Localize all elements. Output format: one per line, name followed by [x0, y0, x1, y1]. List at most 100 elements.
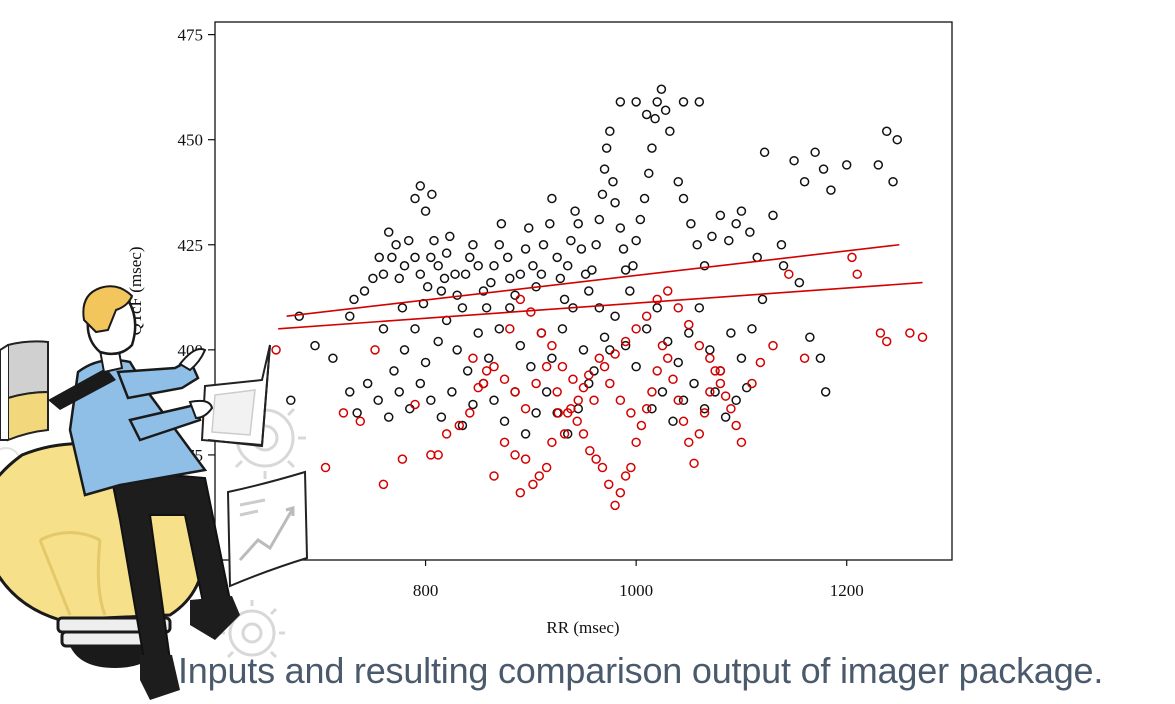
- data-point: [460, 269, 471, 279]
- data-point: [720, 412, 731, 422]
- data-point: [585, 445, 595, 456]
- data-point: [286, 395, 296, 406]
- data-point: [594, 214, 605, 225]
- data-point: [694, 429, 705, 439]
- data-point: [684, 319, 694, 330]
- data-point: [715, 366, 726, 376]
- data-point: [499, 416, 510, 427]
- data-point: [689, 378, 699, 389]
- data-point: [573, 219, 583, 229]
- data-point: [368, 273, 378, 284]
- data-point: [441, 429, 452, 439]
- data-point: [759, 147, 770, 158]
- data-point: [399, 345, 410, 355]
- data-point: [678, 395, 689, 406]
- data-point: [499, 374, 510, 385]
- data-point: [410, 399, 420, 410]
- figure-caption: Inputs and resulting comparison output o…: [178, 650, 1104, 691]
- data-point: [526, 307, 536, 317]
- data-point: [689, 458, 699, 469]
- data-point: [818, 164, 829, 174]
- data-point: [694, 97, 705, 107]
- plot-frame: [214, 21, 953, 561]
- data-point: [481, 303, 492, 313]
- data-point: [410, 193, 420, 204]
- data-point: [524, 223, 534, 233]
- data-point: [465, 252, 475, 263]
- data-point: [559, 294, 570, 305]
- data-point: [468, 353, 478, 363]
- data-point: [559, 429, 570, 439]
- data-point: [641, 403, 652, 414]
- data-point: [562, 408, 573, 418]
- data-point: [397, 454, 408, 464]
- data-point: [394, 387, 404, 397]
- data-point: [615, 97, 626, 107]
- data-point: [657, 387, 668, 397]
- data-point: [320, 462, 331, 473]
- data-point: [631, 437, 641, 448]
- data-point: [768, 340, 778, 351]
- data-point: [852, 269, 862, 279]
- data-point: [618, 244, 629, 254]
- data-point: [587, 265, 597, 275]
- data-point: [805, 332, 815, 342]
- data-point: [345, 387, 355, 397]
- data-point: [515, 269, 526, 279]
- data-point: [373, 395, 383, 406]
- data-point: [489, 261, 499, 271]
- data-point: [660, 105, 671, 116]
- data-point: [626, 408, 636, 418]
- data-point: [639, 193, 650, 204]
- data-point: [692, 240, 702, 250]
- data-point: [465, 408, 475, 418]
- data-point: [626, 462, 636, 473]
- data-point: [510, 450, 520, 460]
- data-point: [789, 155, 799, 166]
- data-point: [881, 126, 892, 137]
- data-point: [652, 97, 662, 107]
- floating-panel-left: [0, 340, 49, 442]
- data-point: [520, 244, 531, 254]
- series-layer: [271, 84, 928, 511]
- data-point: [515, 488, 526, 498]
- data-point: [644, 168, 654, 179]
- data-point: [757, 294, 768, 305]
- data-point: [631, 324, 641, 334]
- data-point: [389, 366, 399, 376]
- data-point: [547, 193, 557, 204]
- data-point: [601, 143, 612, 153]
- data-point: [599, 361, 610, 372]
- data-point: [726, 403, 736, 414]
- data-point: [468, 399, 478, 410]
- data-point: [662, 353, 673, 363]
- data-point: [410, 324, 420, 334]
- data-point: [631, 361, 641, 372]
- data-point: [578, 429, 589, 439]
- data-point: [707, 231, 717, 242]
- data-point: [678, 193, 689, 204]
- data-point: [457, 303, 468, 313]
- data-point: [710, 366, 720, 376]
- data-point: [826, 185, 836, 195]
- data-point: [905, 328, 915, 338]
- data-point: [684, 437, 694, 448]
- data-point: [378, 324, 389, 334]
- laptop-icon: [200, 344, 271, 448]
- data-point: [694, 340, 705, 351]
- data-point: [552, 252, 562, 263]
- data-point: [736, 353, 747, 363]
- data-point: [462, 366, 473, 376]
- data-point: [545, 219, 555, 229]
- data-point: [531, 378, 541, 389]
- data-point: [657, 340, 668, 351]
- data-point: [641, 109, 652, 120]
- data-point: [589, 395, 599, 406]
- data-point: [374, 252, 384, 263]
- data-point: [555, 273, 566, 284]
- data-point: [625, 286, 635, 296]
- data-point: [636, 420, 647, 431]
- data-point: [647, 143, 657, 153]
